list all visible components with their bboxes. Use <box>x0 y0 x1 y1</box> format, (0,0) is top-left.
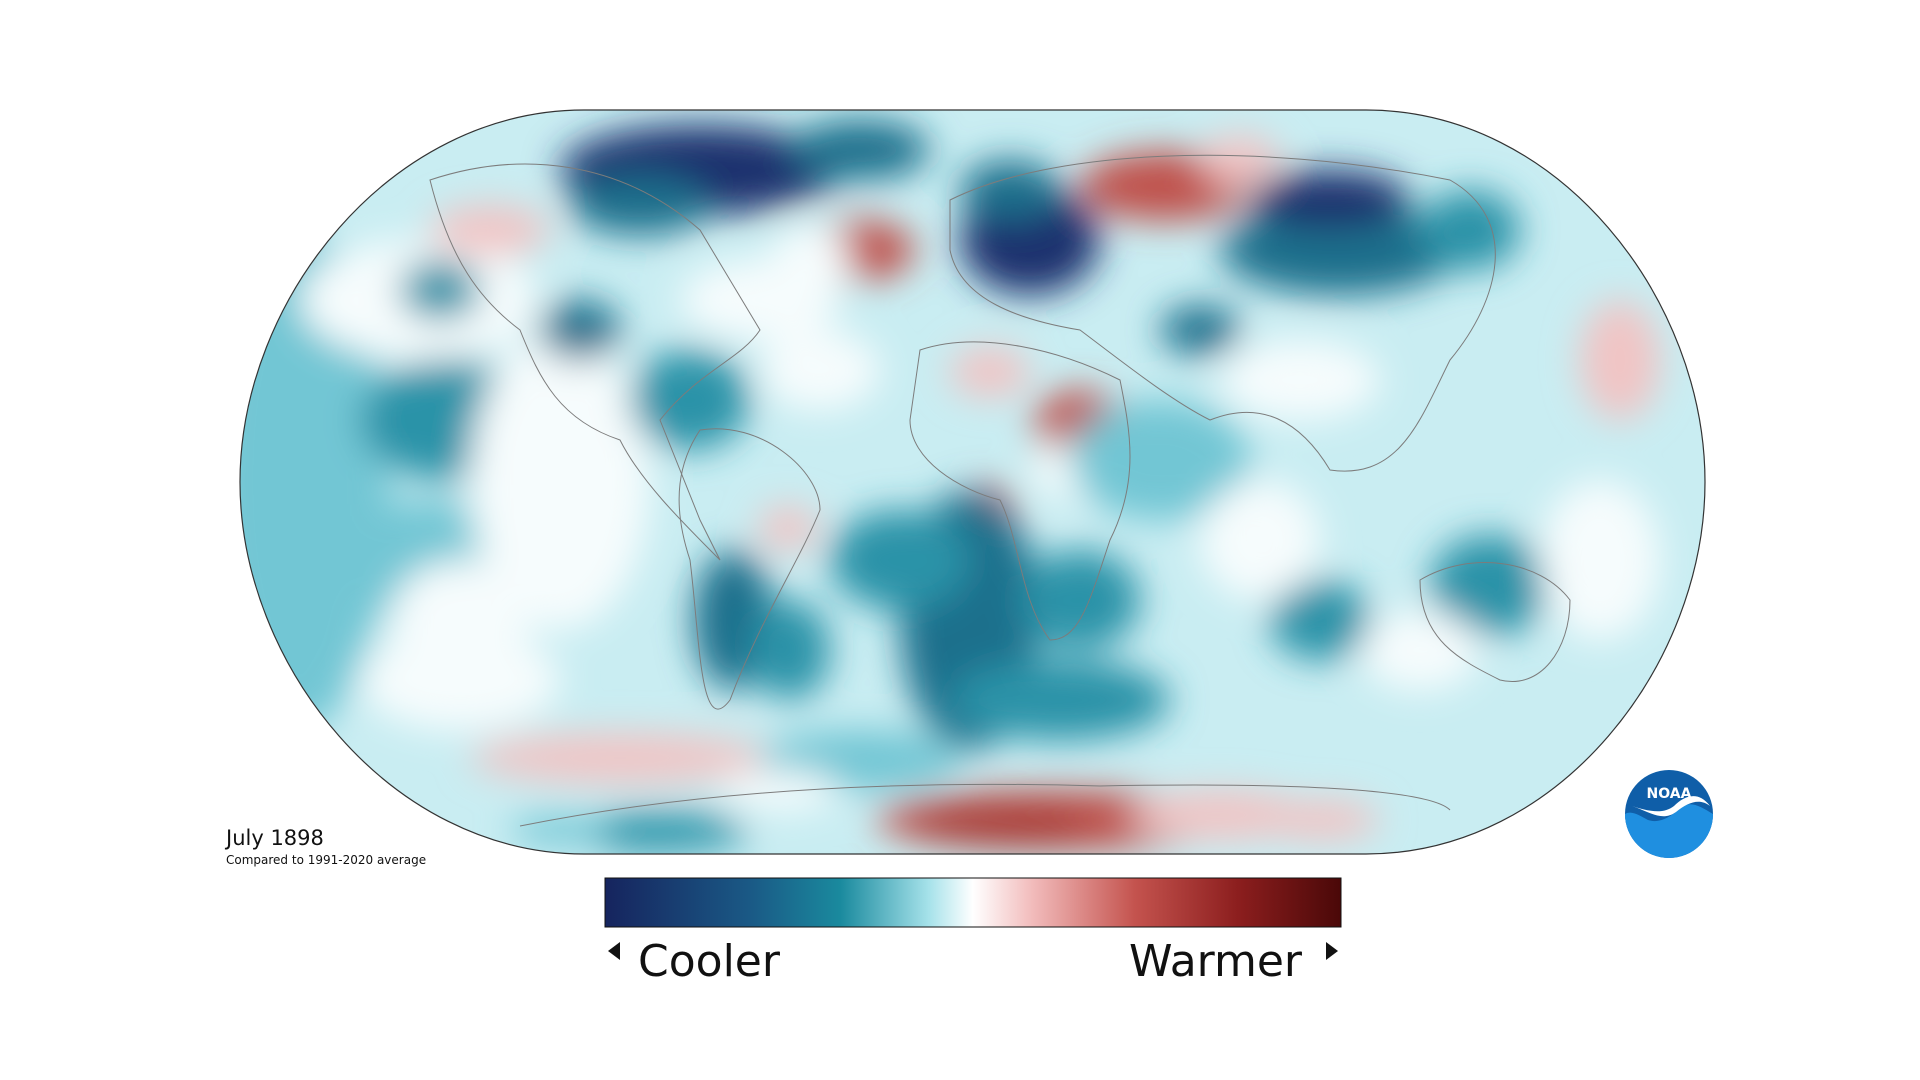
anomaly-field <box>240 120 1660 852</box>
anomaly-patch <box>470 733 770 783</box>
anomaly-patch <box>1250 170 1410 230</box>
africa-outline <box>909 341 1131 641</box>
anomaly-patch <box>790 120 930 180</box>
anomaly-patch <box>1430 535 1550 635</box>
anomaly-patch <box>630 350 750 450</box>
anomaly-patch <box>568 812 748 852</box>
anomaly-patch <box>390 560 530 680</box>
anomaly-patch <box>960 160 1060 220</box>
anomaly-patch <box>750 600 830 700</box>
anomaly-patch <box>950 347 1030 397</box>
anomaly-patch <box>1070 400 1250 520</box>
color-bar <box>604 877 1342 928</box>
anomaly-patch <box>470 330 650 630</box>
eurasia-outline <box>949 154 1496 472</box>
map-border <box>239 109 1706 855</box>
anomaly-patch <box>830 510 970 610</box>
warmer-arrow <box>1326 942 1338 960</box>
logo-lower <box>1625 804 1713 858</box>
anomaly-patch <box>510 815 610 845</box>
anomaly-patch <box>1580 300 1660 420</box>
map-subtitle: Compared to 1991-2020 average <box>226 853 426 867</box>
anomaly-patch <box>758 506 818 550</box>
anomaly-patch <box>760 330 880 410</box>
anomaly-patch <box>400 260 480 320</box>
cooler-label: Cooler <box>638 936 781 987</box>
anomaly-patch <box>1360 610 1480 690</box>
anomaly-patch <box>1220 205 1460 295</box>
anomaly-patch <box>540 300 620 360</box>
warmer-label: Warmer <box>1129 936 1303 987</box>
anomaly-patch <box>1220 340 1380 420</box>
anomaly-patch <box>570 175 710 235</box>
anomaly-patch <box>1200 480 1320 600</box>
logo-gull <box>1632 796 1710 817</box>
australia-outline <box>1419 562 1571 682</box>
anomaly-patch <box>430 205 550 255</box>
coastlines <box>429 154 1571 827</box>
anomaly-patch <box>1540 480 1660 640</box>
anomaly-patch <box>1020 550 1140 650</box>
map-title: July 1898 <box>224 826 324 850</box>
south-america-outline <box>678 428 821 710</box>
north-america-outline <box>429 163 761 561</box>
anomaly-patch <box>720 770 840 810</box>
logo-text: NOAA <box>1647 786 1692 802</box>
anomaly-patch <box>950 660 1170 740</box>
noaa-logo: NOAA <box>1625 770 1713 858</box>
anomaly-patch <box>1160 305 1240 355</box>
anomaly-patch <box>770 225 850 295</box>
cooler-arrow <box>608 942 620 960</box>
anomaly-patch <box>1200 135 1280 185</box>
map-area <box>240 110 1705 854</box>
antarctica-outline <box>519 783 1451 827</box>
anomaly-patch <box>910 805 1090 845</box>
anomaly-patch <box>1270 580 1370 660</box>
anomaly-patch <box>1260 800 1380 840</box>
anomaly-patch <box>1420 190 1520 270</box>
